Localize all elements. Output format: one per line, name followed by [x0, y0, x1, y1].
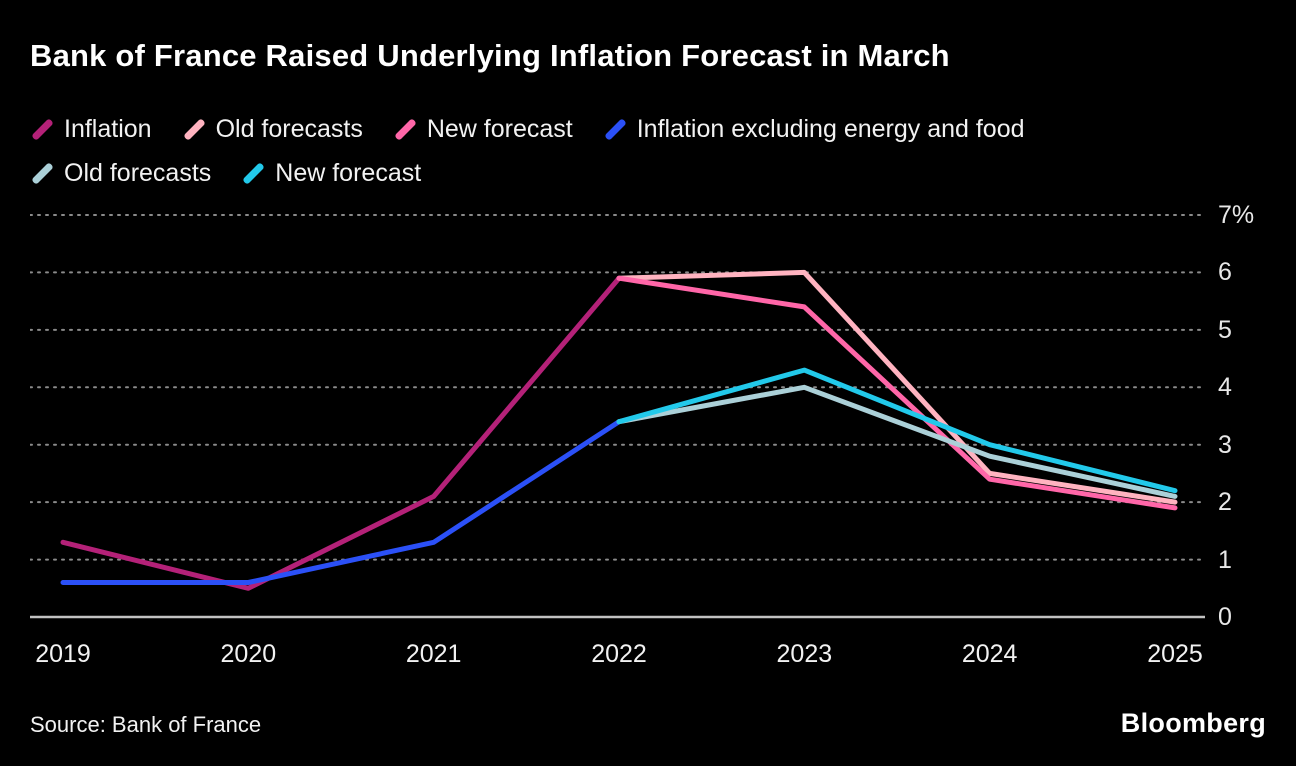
bloomberg-logo: Bloomberg [1120, 708, 1266, 738]
legend-item: Old forecasts [182, 115, 363, 144]
series-line-1 [616, 269, 1178, 505]
y-axis-label: 0 [1218, 603, 1232, 631]
y-axis-label: 2 [1218, 488, 1232, 517]
series-line-5 [616, 367, 1178, 494]
legend-label: New forecast [275, 158, 422, 187]
y-axis-label: 4 [1218, 373, 1232, 402]
x-axis-label: 2021 [405, 640, 462, 668]
y-axis-label: 7% [1218, 201, 1255, 229]
series-line-2 [616, 275, 1178, 511]
x-axis-label: 2022 [591, 640, 647, 668]
y-axis-label: 6 [1218, 258, 1232, 287]
source-label: Source: Bank of France [30, 712, 262, 737]
legend-row: Inflation Old forecasts New forecast Inflat… [30, 112, 1270, 146]
x-axis-label: 2020 [220, 640, 277, 668]
legend-line-icon [242, 161, 266, 185]
legend-line-icon [394, 117, 417, 141]
legend-item: Old forecasts [30, 159, 211, 188]
y-axis-label: 5 [1218, 315, 1232, 344]
legend-line-icon [31, 161, 54, 185]
legend-label: Inflation [64, 114, 152, 143]
series-line-3 [60, 419, 622, 585]
legend-label: New forecast [426, 114, 573, 143]
x-axis-label: 2025 [1147, 640, 1203, 668]
x-axis-label: 2019 [35, 640, 91, 668]
y-axis-label: 1 [1218, 545, 1232, 574]
legend-row: Old forecasts New forecast [30, 156, 1270, 190]
series-line-0 [60, 275, 622, 591]
legend-item: Inflation excluding energy and food [603, 115, 1025, 144]
x-axis-label: 2024 [961, 640, 1018, 668]
legend-line-icon [31, 117, 54, 141]
legend-item: Inflation [30, 115, 152, 144]
chart-title: Bank of France Raised Underlying Inflati… [30, 38, 950, 73]
legend-line-icon [603, 117, 627, 141]
line-chart [30, 214, 1206, 619]
legend-item: New forecast [393, 115, 573, 144]
y-axis-label: 3 [1218, 430, 1232, 459]
legend: Inflation Old forecasts New forecast Inflat… [30, 112, 1270, 200]
legend-line-icon [182, 117, 206, 141]
series-line-4 [616, 384, 1178, 499]
legend-label: Old forecasts [215, 114, 363, 143]
legend-label: Old forecasts [64, 158, 212, 187]
x-axis-label: 2023 [776, 640, 833, 668]
legend-item: New forecast [241, 159, 421, 188]
legend-label: Inflation excluding energy and food [636, 114, 1025, 143]
